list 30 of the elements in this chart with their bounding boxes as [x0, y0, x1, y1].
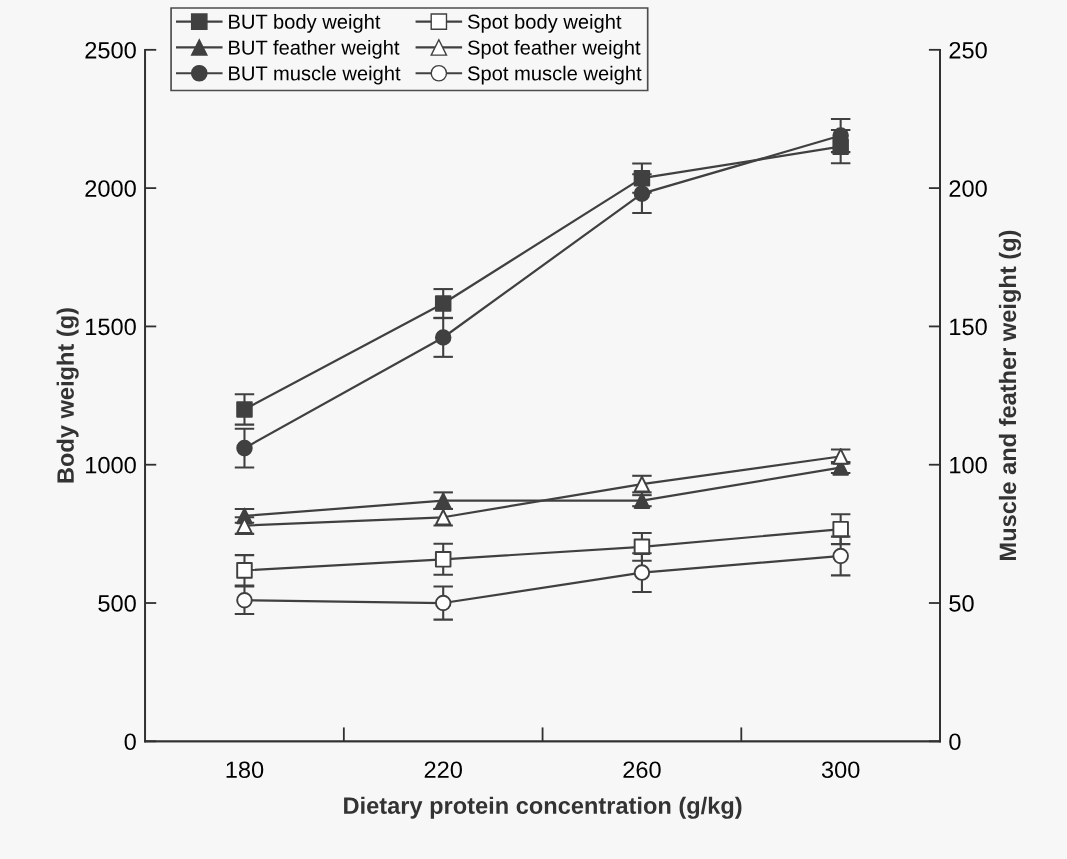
point [434, 551, 452, 568]
legend-label: BUT body weight [229, 14, 381, 33]
y-axis-title: Body weight (g) [56, 308, 79, 483]
y2-tick-label: 50 [949, 595, 974, 612]
legend-label: BUT muscle weight [229, 65, 401, 85]
point [236, 401, 253, 418]
legend-label: Spot feather weight [467, 39, 641, 59]
x-tick-label: 180 [226, 761, 264, 779]
legend-label: BUT feather weight [229, 39, 400, 59]
point [434, 295, 452, 312]
y2-axis-title: Muscle and feather weight (g) [998, 230, 1021, 560]
y2-tick-label: 0 [949, 733, 961, 751]
legend-label: Spot body weight [467, 14, 622, 33]
y-tick-label: 1500 [86, 318, 136, 336]
y2-tick-label: 150 [950, 318, 987, 336]
y-tick-label: 1000 [86, 456, 136, 474]
x-tick-label: 220 [424, 761, 462, 779]
y2-tick-label: 200 [949, 180, 987, 197]
point [832, 520, 849, 538]
y-tick-label: 500 [98, 595, 136, 612]
point [236, 562, 253, 579]
y-tick-label: 2500 [85, 41, 136, 59]
y2-tick-label: 100 [950, 456, 987, 474]
x-tick-label: 300 [821, 761, 860, 779]
legend-label: Spot muscle weight [467, 65, 642, 85]
y-tick-label: 2000 [85, 180, 136, 197]
y-tick-label: 0 [124, 733, 136, 751]
x-tick-label: 260 [623, 761, 661, 779]
y2-tick-label: 250 [949, 41, 987, 59]
x-axis-title: Dietary protein concentration (g/kg) [344, 796, 742, 819]
